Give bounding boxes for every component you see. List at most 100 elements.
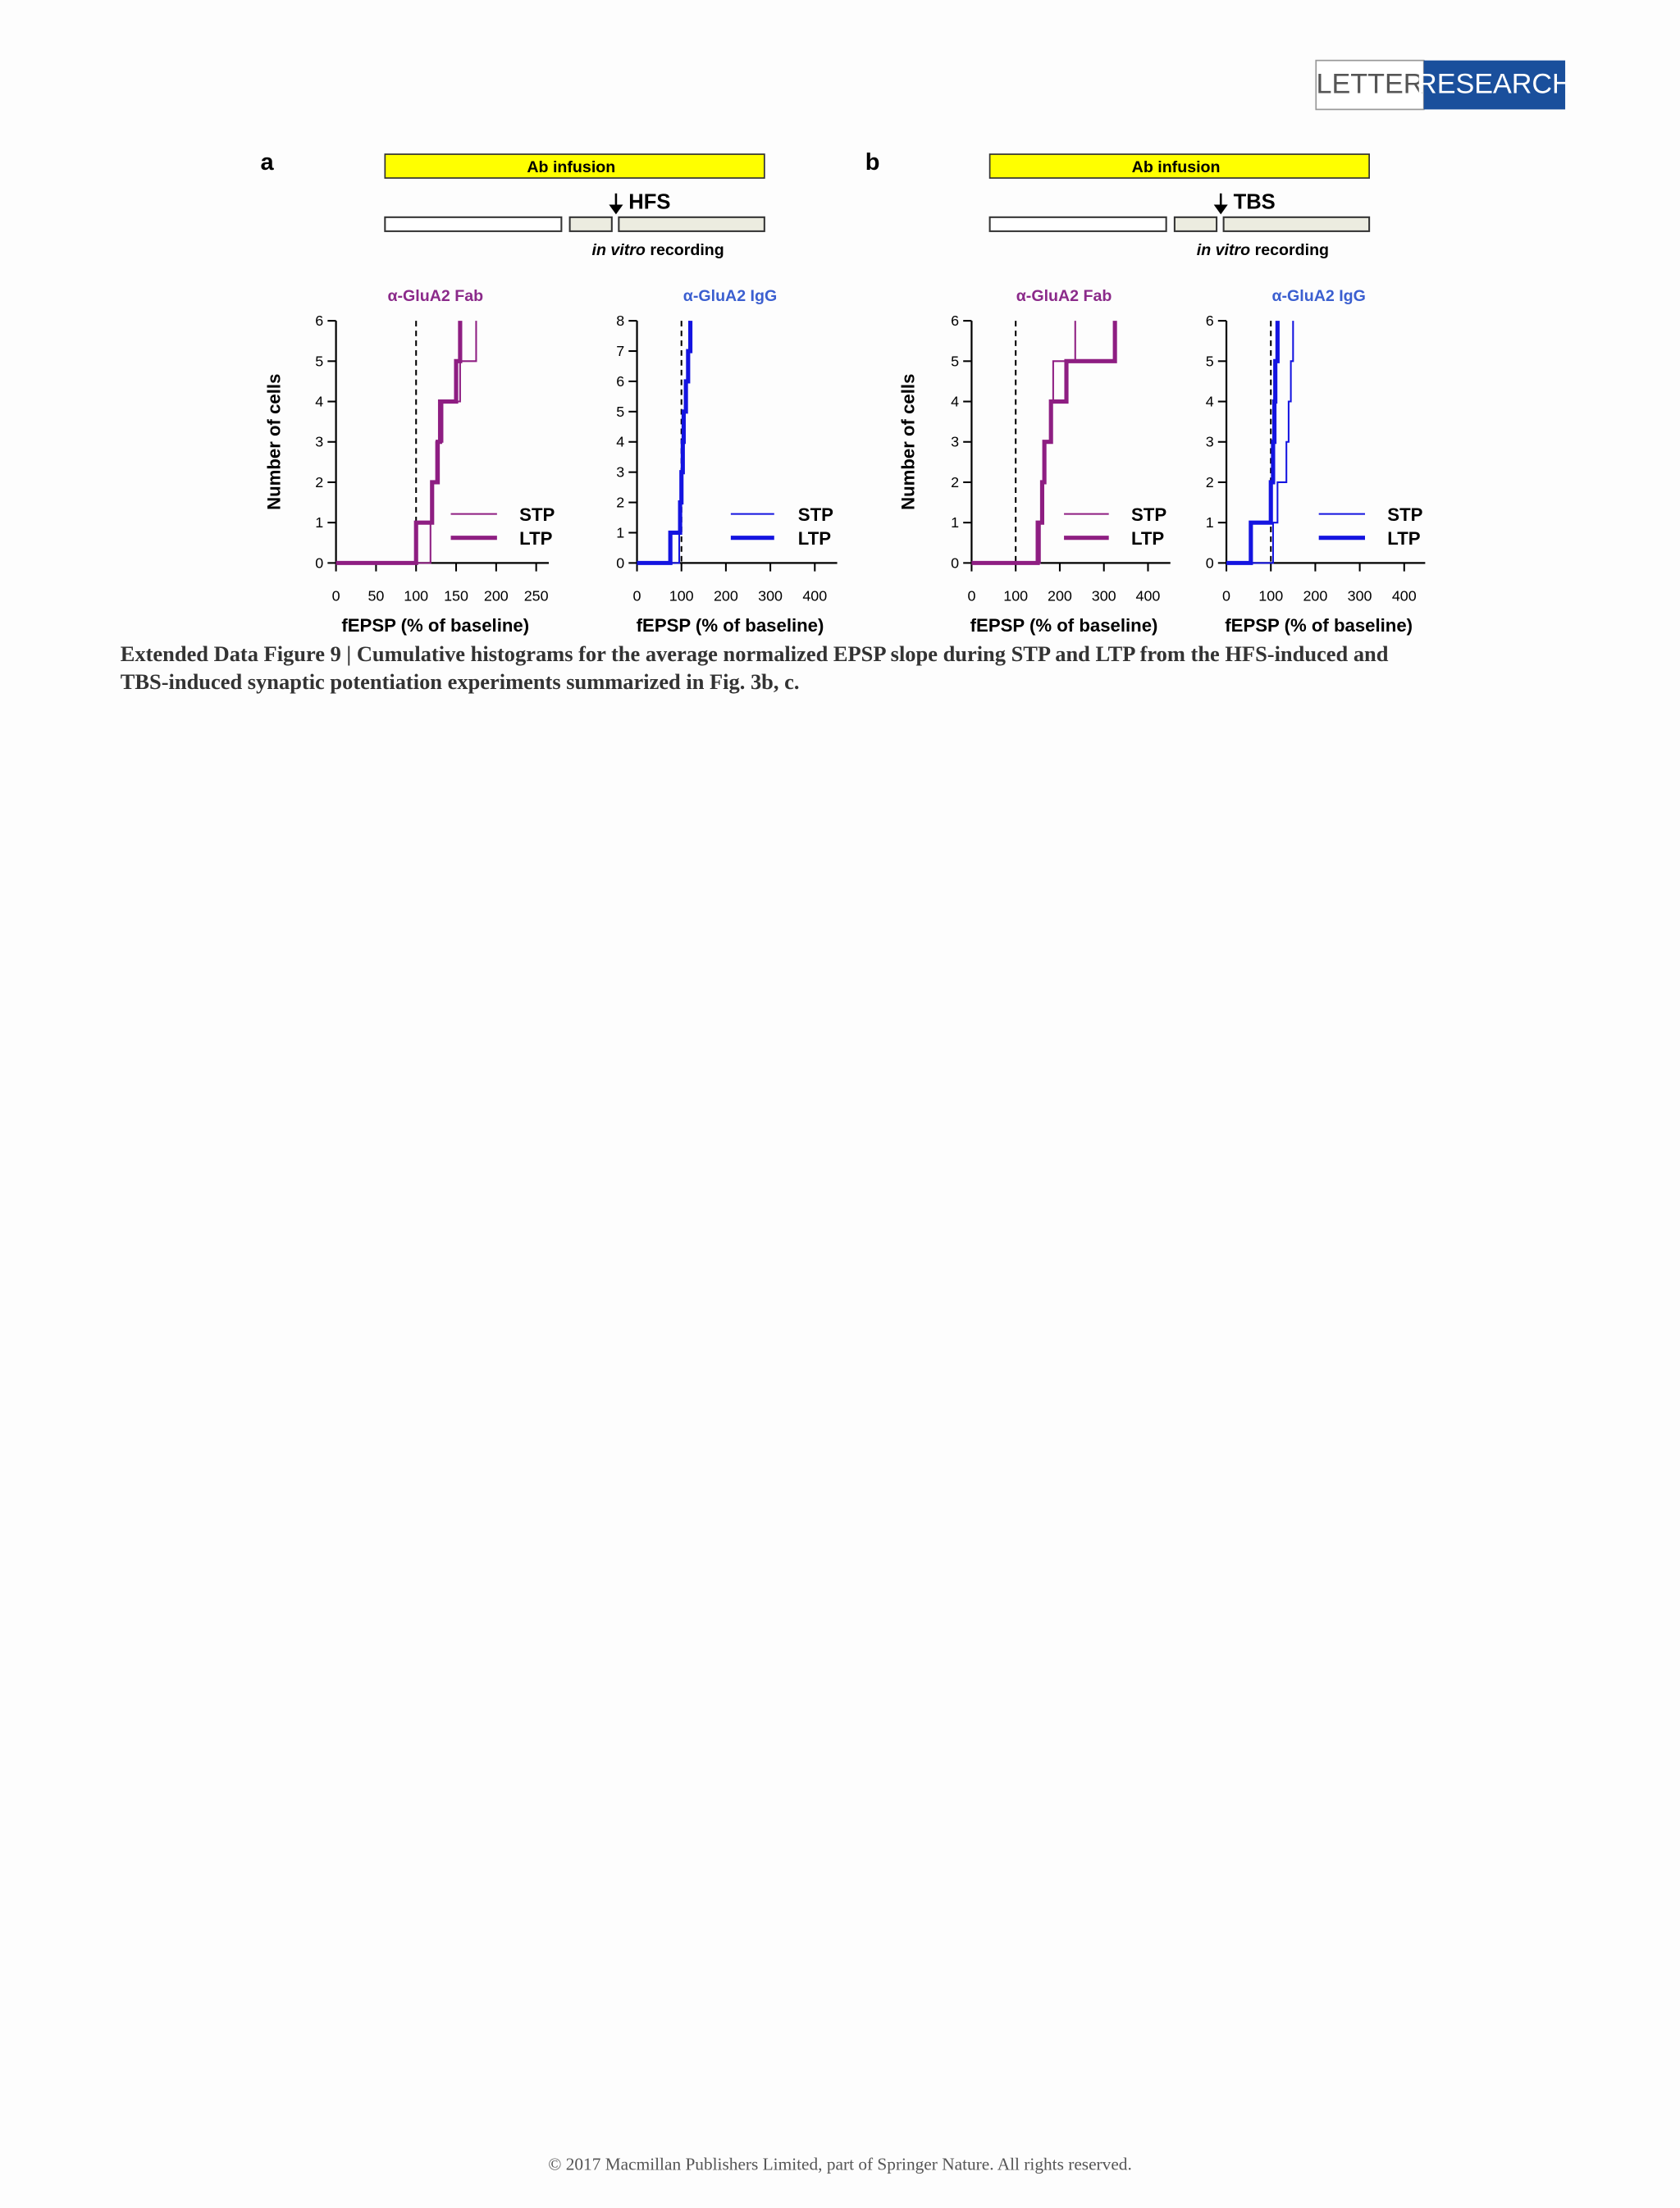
caption-label: Extended Data Figure 9 | [121,641,351,666]
recording-label: in vitro recording [1197,241,1329,259]
x-tick-label: 400 [1136,587,1161,604]
y-tick-label: 4 [616,434,624,450]
y-tick-label: 5 [951,353,959,369]
header-left: LETTER [1317,68,1424,99]
y-tick-label: 0 [1206,554,1214,571]
y-tick-label: 5 [1206,353,1214,369]
x-tick-label: 0 [332,587,340,604]
legend-label: STP [798,504,833,525]
legend-label: LTP [1131,528,1164,549]
infusion-bar [384,153,765,179]
y-tick-label: 0 [951,554,959,571]
x-tick-label: 0 [967,587,975,604]
header-right: RESEARCH [1417,68,1573,99]
y-tick-label: 6 [1206,312,1214,329]
x-axis-label: fEPSP (% of baseline) [341,615,529,636]
y-tick-label: 4 [315,394,323,410]
legend-label: LTP [1387,528,1420,549]
x-tick-label: 250 [524,587,549,604]
caption-text: Cumulative histograms for the average no… [357,641,1389,666]
timeline-box [988,216,1167,232]
x-tick-label: 200 [484,587,509,604]
y-tick-label: 5 [616,404,624,420]
panel-label: b [865,149,880,176]
x-tick-label: 200 [714,587,738,604]
x-tick-label: 400 [1392,587,1417,604]
y-tick-label: 8 [616,312,624,329]
y-tick-label: 3 [616,464,624,481]
legend-label: STP [1387,504,1422,525]
x-tick-label: 100 [404,587,428,604]
y-tick-label: 1 [616,524,624,541]
y-tick-label: 0 [616,554,624,571]
step-line [1226,321,1280,565]
legend-label: LTP [798,528,831,549]
y-tick-label: 6 [951,312,959,329]
step-line [971,321,1117,565]
y-axis-label: Number of cells [263,374,284,510]
x-tick-label: 300 [1348,587,1372,604]
step-line [971,321,1076,564]
footer: © 2017 Macmillan Publishers Limited, par… [548,2155,1132,2174]
x-tick-label: 50 [368,587,384,604]
chart-title: α-GluA2 Fab [1016,287,1112,305]
caption-line: TBS-induced synaptic potentiation experi… [121,669,800,694]
x-axis-label: fEPSP (% of baseline) [637,615,824,636]
recording-label: in vitro recording [592,241,724,259]
x-tick-label: 150 [444,587,468,604]
y-tick-label: 5 [315,353,323,369]
step-line [336,321,463,565]
recording-italic: in vitro [592,241,646,259]
x-axis-label: fEPSP (% of baseline) [970,615,1158,636]
infusion-label: Ab infusion [1132,158,1221,176]
y-tick-label: 3 [315,434,323,450]
timeline-box [384,216,563,232]
y-tick-label: 2 [315,474,323,490]
timeline-box [1173,216,1218,232]
chart-title: α-GluA2 IgG [683,287,777,305]
x-tick-label: 400 [802,587,827,604]
step-line [336,321,477,564]
recording-text: recording [650,241,724,259]
header-right-box [1423,60,1566,110]
x-tick-label: 100 [1258,587,1283,604]
y-tick-label: 1 [951,514,959,531]
timeline-box [1222,216,1371,232]
infusion-label: Ab infusion [527,158,615,176]
y-tick-label: 4 [1206,394,1214,410]
y-tick-label: 1 [315,514,323,531]
y-tick-label: 0 [315,554,323,571]
caption-line: Extended Data Figure 9 | Cumulative hist… [121,641,1389,666]
arrow-head [609,204,623,215]
stimulus-label: TBS [1234,191,1276,214]
step-line [637,321,693,565]
y-tick-label: 2 [1206,474,1214,490]
x-tick-label: 300 [1092,587,1116,604]
y-tick-label: 7 [616,343,624,359]
x-tick-label: 200 [1303,587,1327,604]
y-tick-label: 4 [951,394,959,410]
legend-label: LTP [519,528,552,549]
x-axis-label: fEPSP (% of baseline) [1225,615,1413,636]
chart-title: α-GluA2 IgG [1271,287,1365,305]
x-tick-label: 100 [669,587,694,604]
x-tick-label: 0 [633,587,641,604]
stimulus-label: HFS [628,191,670,214]
y-tick-label: 2 [616,495,624,511]
y-tick-label: 3 [1206,434,1214,450]
x-tick-label: 100 [1003,587,1028,604]
legend-label: STP [1131,504,1166,525]
infusion-bar [988,153,1370,179]
y-axis-label: Number of cells [897,374,918,510]
y-tick-label: 1 [1206,514,1214,531]
arrow-head [1213,204,1228,215]
y-tick-label: 3 [951,434,959,450]
timeline-box [618,216,765,232]
chart-title: α-GluA2 Fab [387,287,483,305]
recording-italic: in vitro [1197,241,1250,259]
step-line [1226,321,1294,564]
timeline-box [568,216,613,232]
legend-label: STP [519,504,555,525]
